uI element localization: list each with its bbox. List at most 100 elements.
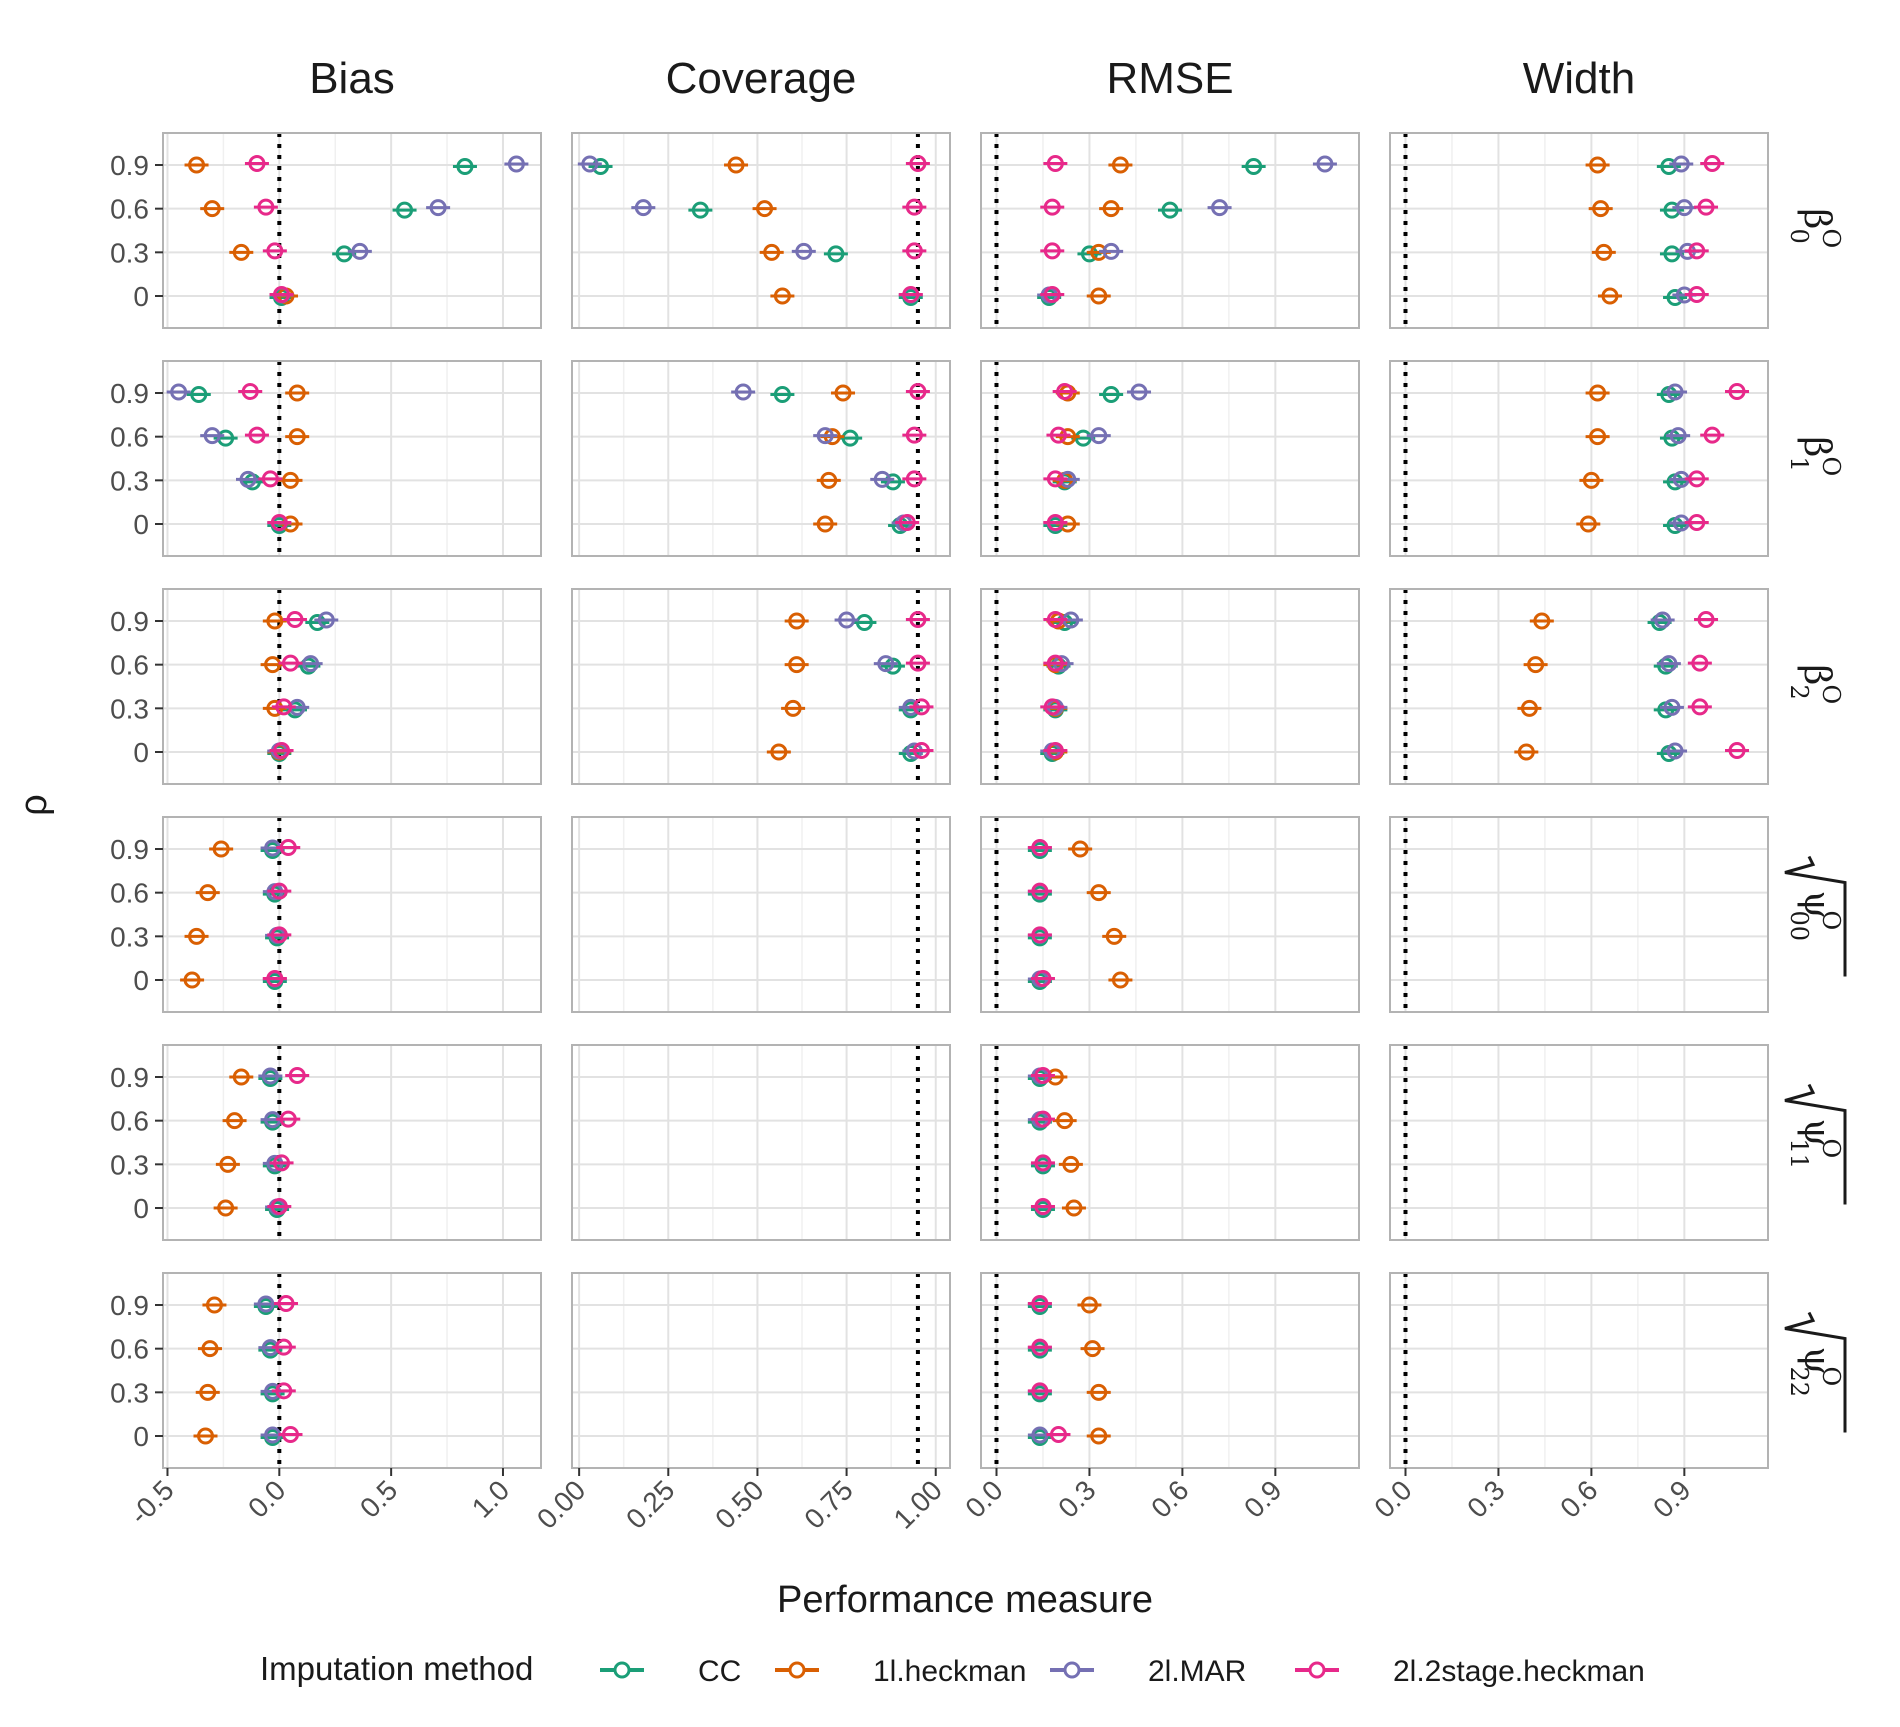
- point-cc: [1102, 386, 1120, 403]
- point-2l-mar: [1316, 155, 1334, 173]
- row-label-subscript: 2: [1785, 685, 1813, 700]
- point-1l-heckman: [201, 1340, 219, 1358]
- panel-background: [981, 361, 1359, 556]
- point-1l-heckman: [756, 200, 774, 218]
- point-2l-mar: [170, 383, 188, 401]
- panel-border: [162, 588, 542, 785]
- panel-border: [980, 588, 1360, 785]
- x-tick-label: 0.0: [1368, 1474, 1417, 1523]
- point-2l-2stage-heckman: [1031, 1338, 1049, 1356]
- x-tick-label: 0.6: [1554, 1474, 1603, 1523]
- panel-coverage-row-4: [571, 1044, 951, 1241]
- panel-coverage-row-5: 0.00 0.25 0.50 0.75 1.00: [531, 1272, 951, 1535]
- point-1l-heckman: [1533, 612, 1551, 630]
- x-tick-label: 0.25: [620, 1474, 680, 1534]
- y-tick-label: 0.9: [110, 150, 149, 181]
- panel-bias-row-3: 0 0.3 0.6 0.9: [110, 816, 542, 1013]
- point-1l-heckman: [727, 156, 745, 174]
- panel-background: [572, 589, 950, 784]
- row-strip-label-3: ψ00 O: [1784, 855, 1847, 977]
- panel-border: [1389, 816, 1769, 1013]
- panel-border: [162, 816, 542, 1013]
- point-1l-heckman: [199, 1383, 217, 1401]
- point-1l-heckman: [1090, 884, 1108, 902]
- point-2l-mar: [1090, 427, 1108, 445]
- y-axis-title: ρ: [13, 794, 55, 816]
- x-tick-label: 0.75: [798, 1474, 858, 1534]
- x-tick-label: 0.9: [1238, 1474, 1287, 1523]
- panel-bias-row-1: 0 0.3 0.6 0.9: [110, 360, 542, 557]
- point-1l-heckman: [1090, 1383, 1108, 1401]
- point-2l-2stage-heckman: [1728, 742, 1746, 759]
- point-1l-heckman: [1105, 927, 1123, 945]
- row-label-superscript: O: [1817, 911, 1845, 931]
- point-2l-mar: [634, 199, 652, 217]
- panel-border: [571, 1272, 951, 1469]
- point-2l-2stage-heckman: [905, 198, 923, 216]
- point-1l-heckman: [1517, 743, 1535, 761]
- point-2l-mar: [1675, 199, 1693, 217]
- point-1l-heckman: [1111, 971, 1129, 989]
- panel-coverage-row-2: [571, 588, 951, 785]
- panel-border: [1389, 360, 1769, 557]
- row-strip-label-0: β0 O: [1785, 209, 1845, 249]
- point-2l-2stage-heckman: [1043, 198, 1061, 216]
- panel-border: [571, 816, 951, 1013]
- point-cc: [335, 245, 353, 263]
- point-2l-2stage-heckman: [1034, 1154, 1052, 1172]
- point-1l-heckman: [188, 927, 206, 945]
- point-2l-2stage-heckman: [1031, 1382, 1049, 1400]
- panel-border: [162, 132, 542, 329]
- row-label-symbol: ψ: [1796, 1119, 1837, 1147]
- row-strip-label-5: ψ22 O: [1784, 1311, 1847, 1433]
- legend-key-point: [788, 1661, 806, 1679]
- point-2l-2stage-heckman: [1046, 654, 1064, 672]
- point-2l-mar: [877, 655, 895, 673]
- legend: Imputation method CC 1l.heckman 2l.MAR 2l.2…: [260, 1650, 1645, 1688]
- point-2l-2stage-heckman: [266, 970, 284, 987]
- point-cc: [1657, 657, 1675, 675]
- point-1l-heckman: [1090, 287, 1108, 305]
- point-2l-mar: [734, 383, 752, 401]
- legend-key-point: [613, 1661, 631, 1679]
- y-tick-label: 0.3: [110, 1149, 149, 1180]
- point-1l-heckman: [1071, 840, 1089, 858]
- point-cc: [773, 386, 791, 403]
- point-1l-heckman: [199, 884, 217, 902]
- panel-rmse-row-5: 0.0 0.3 0.6 0.9: [959, 1272, 1360, 1524]
- panel-bias-row-5: 0 0.3 0.6 0.9 -0.5 0.0 0.5 1.0: [110, 1272, 542, 1530]
- point-1l-heckman: [1592, 200, 1610, 218]
- point-1l-heckman: [188, 156, 206, 174]
- panel-width-row-5: 0.0 0.3 0.6 0.9: [1368, 1272, 1769, 1524]
- panel-coverage-row-1: [571, 360, 951, 557]
- panel-bias-row-0: 0 0.3 0.6 0.9: [110, 132, 542, 329]
- panel-border: [1389, 588, 1769, 785]
- panel-background: [1390, 1045, 1768, 1240]
- point-2l-mar: [1660, 655, 1678, 673]
- panel-width-row-3: [1389, 816, 1769, 1013]
- point-2l-2stage-heckman: [1056, 383, 1074, 400]
- row-label-symbol: β: [1796, 665, 1837, 686]
- y-tick-label: 0.9: [110, 606, 149, 637]
- point-2l-2stage-heckman: [1031, 1295, 1049, 1312]
- point-2l-2stage-heckman: [1703, 426, 1721, 444]
- point-2l-2stage-heckman: [1049, 426, 1067, 444]
- point-cc: [190, 386, 208, 403]
- panel-border: [1389, 1044, 1769, 1241]
- y-tick-label: 0.9: [110, 378, 149, 409]
- x-tick-label: 0.6: [1145, 1474, 1194, 1523]
- row-strip-label-4: ψ11 O: [1784, 1083, 1847, 1205]
- y-tick-label: 0: [133, 965, 149, 996]
- legend-label: 2l.MAR: [1148, 1655, 1246, 1688]
- y-tick-label: 0: [133, 737, 149, 768]
- point-2l-2stage-heckman: [909, 654, 927, 672]
- point-1l-heckman: [816, 515, 834, 533]
- point-2l-2stage-heckman: [261, 470, 279, 488]
- y-tick-label: 0.6: [110, 194, 149, 225]
- point-1l-heckman: [1601, 287, 1619, 305]
- point-1l-heckman: [1084, 1340, 1102, 1358]
- point-2l-mar: [507, 155, 525, 173]
- panel-background: [1390, 361, 1768, 556]
- point-1l-heckman: [1589, 384, 1607, 402]
- y-tick-label: 0: [133, 281, 149, 312]
